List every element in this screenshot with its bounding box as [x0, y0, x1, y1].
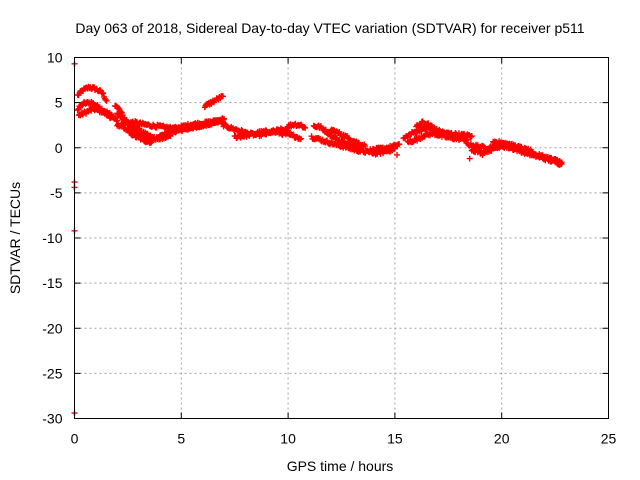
data-point: [127, 128, 134, 135]
y-tick-labels: -30 -25 -20 -15 -10 -5 0 5 10: [42, 50, 62, 427]
data-point: [115, 105, 122, 112]
data-points: [71, 60, 565, 417]
x-tick-label: 15: [387, 431, 403, 447]
y-tick-label: 10: [47, 50, 63, 66]
data-point: [130, 131, 137, 138]
data-point: [221, 115, 228, 122]
data-point: [322, 126, 329, 133]
y-tick-label: 0: [55, 140, 63, 156]
data-point: [394, 151, 401, 158]
data-point: [488, 147, 495, 154]
y-axis-title: SDTVAR / TECUs: [7, 182, 23, 294]
data-point: [114, 117, 121, 124]
y-tick-label: -25: [42, 365, 62, 381]
data-point: [361, 142, 368, 149]
x-tick-label: 5: [177, 431, 185, 447]
data-point: [297, 135, 304, 142]
data-point: [557, 160, 564, 167]
y-tick-label: -15: [42, 275, 62, 291]
data-point: [391, 145, 398, 152]
data-point: [100, 90, 107, 97]
data-point: [102, 96, 109, 103]
x-tick-label: 25: [601, 431, 617, 447]
data-point: [152, 136, 159, 143]
data-point: [148, 139, 155, 146]
plot-frame: [74, 57, 609, 419]
data-point: [301, 124, 308, 131]
x-tick-label: 0: [71, 431, 79, 447]
y-tick-label: 5: [55, 95, 63, 111]
x-axis-title: GPS time / hours: [287, 458, 394, 474]
x-tick-labels: 0 5 10 15 20 25: [71, 431, 617, 447]
chart-title: Day 063 of 2018, Sidereal Day-to-day VTE…: [75, 20, 584, 36]
y-tick-label: -5: [50, 185, 63, 201]
data-point: [116, 110, 123, 117]
data-point: [219, 93, 226, 100]
data-point: [302, 124, 309, 131]
data-point: [396, 141, 403, 148]
x-tick-label: 10: [280, 431, 296, 447]
y-tick-label: -30: [42, 411, 62, 427]
data-point: [558, 159, 565, 166]
y-tick-label: -20: [42, 320, 62, 336]
data-point: [432, 126, 439, 133]
data-point: [466, 155, 473, 162]
data-point: [467, 133, 474, 140]
x-tick-label: 20: [494, 431, 510, 447]
data-point: [103, 97, 110, 104]
data-point: [468, 133, 475, 140]
grid: [74, 57, 609, 419]
y-tick-label: -10: [42, 230, 62, 246]
